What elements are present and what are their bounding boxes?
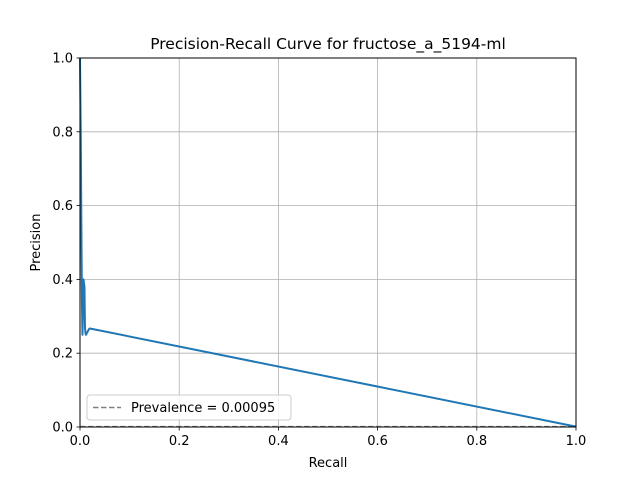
x-tick-label: 1.0 (566, 434, 587, 449)
x-tick-label: 0.4 (268, 434, 289, 449)
plot-frame (79, 57, 577, 428)
y-tick-label: 0.0 (52, 421, 73, 436)
y-axis-ticks: 0.0 0.2 0.4 0.6 0.8 1.0 (52, 52, 80, 436)
y-tick-label: 0.8 (52, 125, 73, 140)
y-tick-label: 1.0 (52, 52, 73, 67)
pr-curve-line (79, 57, 577, 428)
y-axis-label: Precision (29, 213, 44, 271)
x-tick-label: 0.0 (70, 434, 91, 449)
legend: Prevalence = 0.00095 (86, 394, 292, 421)
legend-box (86, 394, 292, 421)
grid-lines (79, 57, 577, 428)
chart-title: Precision-Recall Curve for fructose_a_51… (150, 35, 506, 54)
x-tick-label: 0.6 (367, 434, 388, 449)
x-axis-label: Recall (309, 456, 348, 471)
y-tick-label: 0.6 (52, 199, 73, 214)
x-tick-label: 0.8 (466, 434, 487, 449)
y-tick-label: 0.2 (52, 347, 73, 362)
y-tick-label: 0.4 (52, 273, 73, 288)
x-axis-ticks: 0.0 0.2 0.4 0.6 0.8 1.0 (70, 427, 587, 449)
legend-label-prevalence: Prevalence = 0.00095 (131, 401, 275, 416)
x-tick-label: 0.2 (169, 434, 190, 449)
